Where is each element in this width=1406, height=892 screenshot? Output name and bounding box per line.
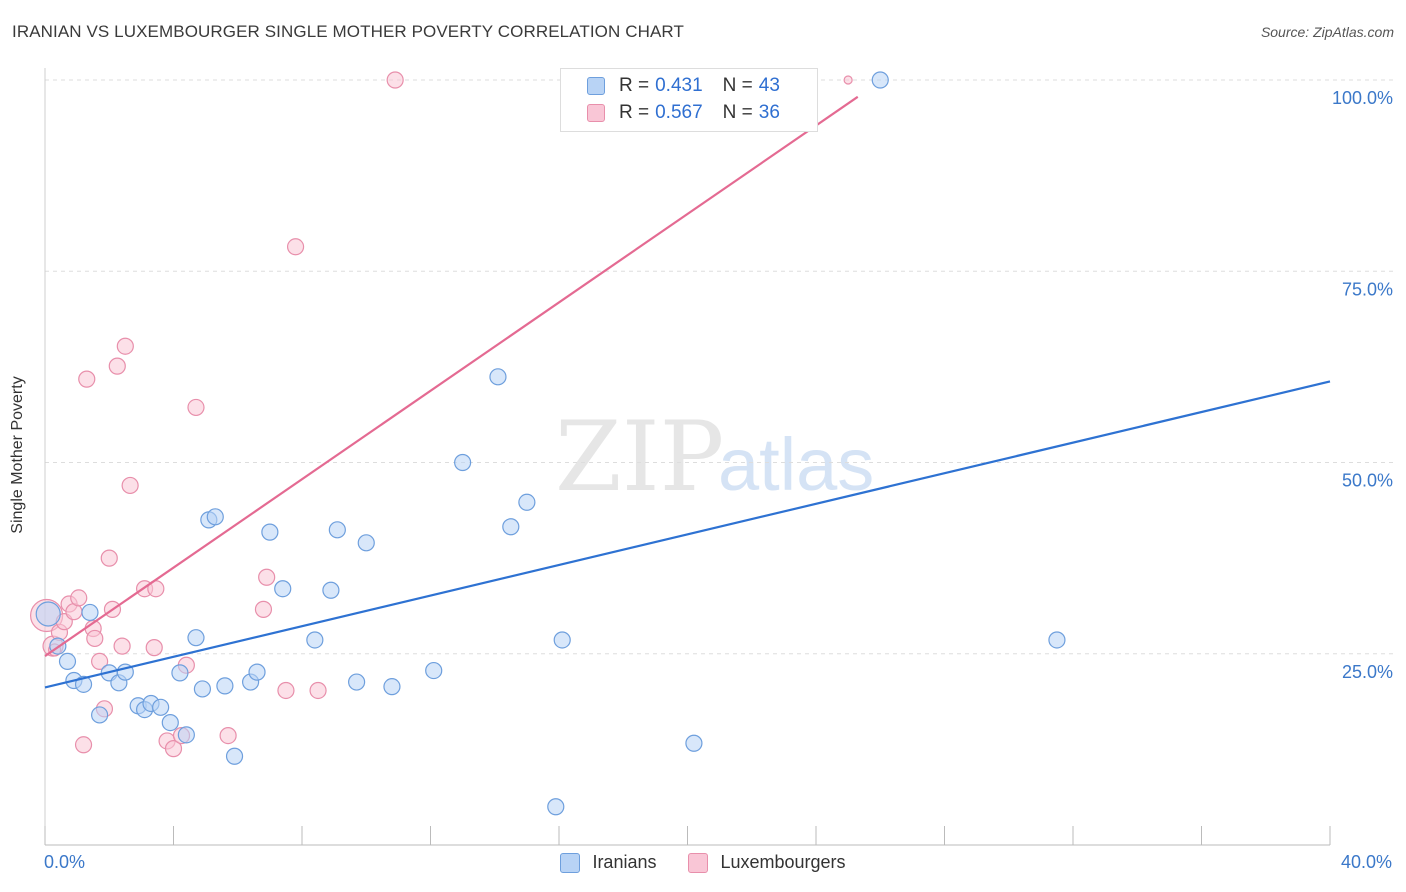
iranians-swatch: [560, 852, 581, 873]
watermark-atlas: atlas: [718, 423, 874, 506]
chart-title: IRANIAN VS LUXEMBOURGER SINGLE MOTHER PO…: [12, 22, 684, 41]
x-tick-label-max: 40.0%: [1340, 852, 1392, 872]
iranians-point: [328, 521, 346, 539]
n-value: 36: [758, 102, 780, 123]
iranians-point: [161, 713, 179, 732]
x-tick-label-min: 0.0%: [44, 852, 86, 872]
iranians-point: [171, 664, 189, 682]
iranians-point: [502, 518, 520, 536]
luxembourgers-point: [116, 337, 134, 355]
iranians-point: [454, 453, 472, 472]
legend-row-iranians: R = 0.431 N = 43: [587, 74, 800, 98]
iranians-point: [547, 798, 565, 816]
iranians-point: [261, 523, 279, 541]
luxembourgers-point: [86, 629, 104, 648]
trend-lines: [44, 95, 1331, 689]
watermark-zip: ZIP: [555, 401, 724, 513]
luxembourgers-point: [843, 75, 853, 85]
luxembourgers-point: [286, 238, 305, 256]
iranians-swatch: [587, 77, 605, 95]
luxembourgers-point: [164, 740, 183, 758]
y-tick-label: 100.0%: [1332, 88, 1393, 108]
n-value: 43: [758, 75, 780, 96]
luxembourgers-point: [258, 568, 276, 586]
r-value: 0.431: [655, 75, 703, 96]
iranians-point: [216, 677, 234, 695]
iranians-point: [274, 580, 292, 598]
legend-item-luxembourgers[interactable]: Luxembourgers: [688, 852, 846, 873]
luxembourgers-point: [187, 398, 205, 417]
r-label: R =: [619, 102, 650, 123]
luxembourgers-point: [309, 681, 327, 700]
luxembourgers-point: [145, 639, 163, 657]
iranians-point: [322, 581, 340, 599]
luxembourgers-point: [74, 736, 93, 754]
y-tick-label: 50.0%: [1342, 471, 1393, 491]
y-tick-labels: 25.0% 50.0% 75.0% 100.0%: [1332, 88, 1393, 682]
correlation-legend: R = 0.431 N = 43 R = 0.567 N = 36: [560, 68, 818, 132]
y-tick-label: 25.0%: [1342, 662, 1393, 682]
source-attribution: Source: ZipAtlas.com: [1260, 24, 1394, 40]
legend-item-iranians[interactable]: Iranians: [560, 852, 656, 873]
luxembourgers-point: [277, 681, 295, 700]
iranians-trend-line: [44, 380, 1331, 689]
iranians-point: [193, 680, 212, 698]
luxembourgers-swatch: [688, 852, 709, 873]
iranians-point: [383, 678, 401, 696]
iranians-point: [187, 629, 205, 647]
r-label: R =: [619, 75, 650, 96]
axes: [44, 68, 1331, 846]
luxembourgers-point: [70, 589, 88, 607]
iranians-point: [553, 631, 571, 649]
luxembourgers-point: [78, 370, 96, 388]
grid-lines: [45, 79, 1395, 655]
iranians-point: [177, 726, 195, 744]
iranians-point: [152, 698, 170, 716]
legend-label-iranians: Iranians: [592, 852, 657, 872]
iranians-points: [35, 71, 1066, 816]
iranians-point: [91, 706, 109, 724]
n-label: N =: [722, 102, 753, 123]
legend-label-luxembourgers: Luxembourgers: [720, 852, 846, 872]
luxembourgers-point: [113, 637, 131, 655]
iranians-point: [35, 601, 61, 627]
watermark: ZIP atlas: [555, 401, 874, 513]
luxembourgers-point: [121, 476, 139, 495]
iranians-point: [74, 675, 93, 693]
iranians-point: [1048, 631, 1066, 649]
iranians-point: [58, 652, 77, 671]
n-label: N =: [722, 75, 753, 96]
iranians-point: [871, 71, 889, 89]
luxembourgers-point: [219, 727, 237, 745]
iranians-point: [425, 661, 443, 680]
r-value: 0.567: [655, 102, 703, 123]
iranians-point: [225, 747, 244, 765]
iranians-point: [489, 368, 507, 386]
luxembourgers-point: [254, 600, 273, 618]
iranians-point: [357, 534, 375, 552]
iranians-point: [248, 663, 266, 681]
iranians-point: [81, 603, 99, 622]
y-tick-label: 75.0%: [1342, 279, 1393, 299]
iranians-point: [348, 673, 366, 691]
iranians-point: [306, 631, 324, 649]
iranians-point: [518, 493, 536, 511]
luxembourgers-trend-line: [44, 95, 859, 657]
legend-row-luxembourgers: R = 0.567 N = 36: [587, 101, 800, 125]
y-axis-title: Single Mother Poverty: [9, 376, 26, 534]
iranians-point: [206, 508, 224, 526]
iranians-point: [685, 734, 703, 752]
luxembourgers-swatch: [587, 104, 605, 122]
luxembourgers-point: [100, 549, 118, 567]
series-legend: Iranians Luxembourgers: [0, 852, 1406, 873]
luxembourgers-point: [108, 357, 126, 375]
luxembourgers-point: [91, 652, 109, 671]
luxembourgers-point: [386, 71, 404, 89]
